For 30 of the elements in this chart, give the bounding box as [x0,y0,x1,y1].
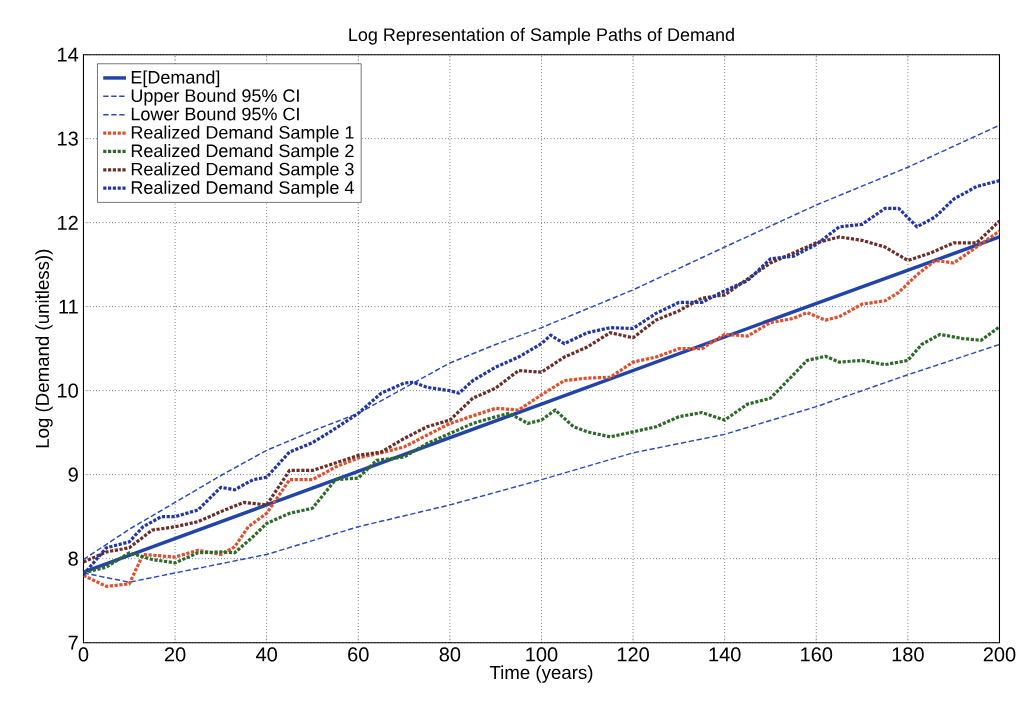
x-tick-label: 140 [709,647,741,662]
legend-label: Realized Demand Sample 4 [131,180,354,198]
legend-label: Upper Bound 95% CI [131,88,299,106]
y-axis-title: Log (Demand (unitless)) [35,249,53,448]
y-tick-label: 8 [68,551,78,566]
y-tick-label: 9 [68,467,78,482]
x-tick-label: 120 [617,647,649,662]
y-tick-label: 7 [68,635,78,650]
x-tick-label: 80 [439,647,461,662]
x-tick-label: 180 [892,647,924,662]
legend-label: Lower Bound 95% CI [131,107,299,121]
line-series [83,124,1000,561]
x-tick-label: 40 [256,647,277,662]
y-tick-label: 11 [59,299,78,314]
x-tick-label: 200 [983,647,1016,662]
x-tick-label: 0 [78,647,89,662]
x-axis-title: Time (years) [489,665,593,683]
legend-label: Realized Demand Sample 3 [131,162,354,180]
x-tick-label: 160 [801,647,833,662]
x-tick-label: 100 [526,647,558,662]
x-tick-label: 20 [164,647,186,662]
legend-label: Realized Demand Sample 2 [131,143,354,161]
y-tick-label: 13 [58,131,78,146]
y-tick-label: 10 [58,383,78,398]
y-tick-label: 12 [58,215,78,230]
chart-title: Log Representation of Sample Paths of Demand [349,27,734,45]
legend-label: Realized Demand Sample 1 [131,125,354,143]
y-tick-label: 14 [58,47,79,62]
legend-label: E[Demand] [131,70,220,88]
x-tick-label: 60 [348,647,369,662]
